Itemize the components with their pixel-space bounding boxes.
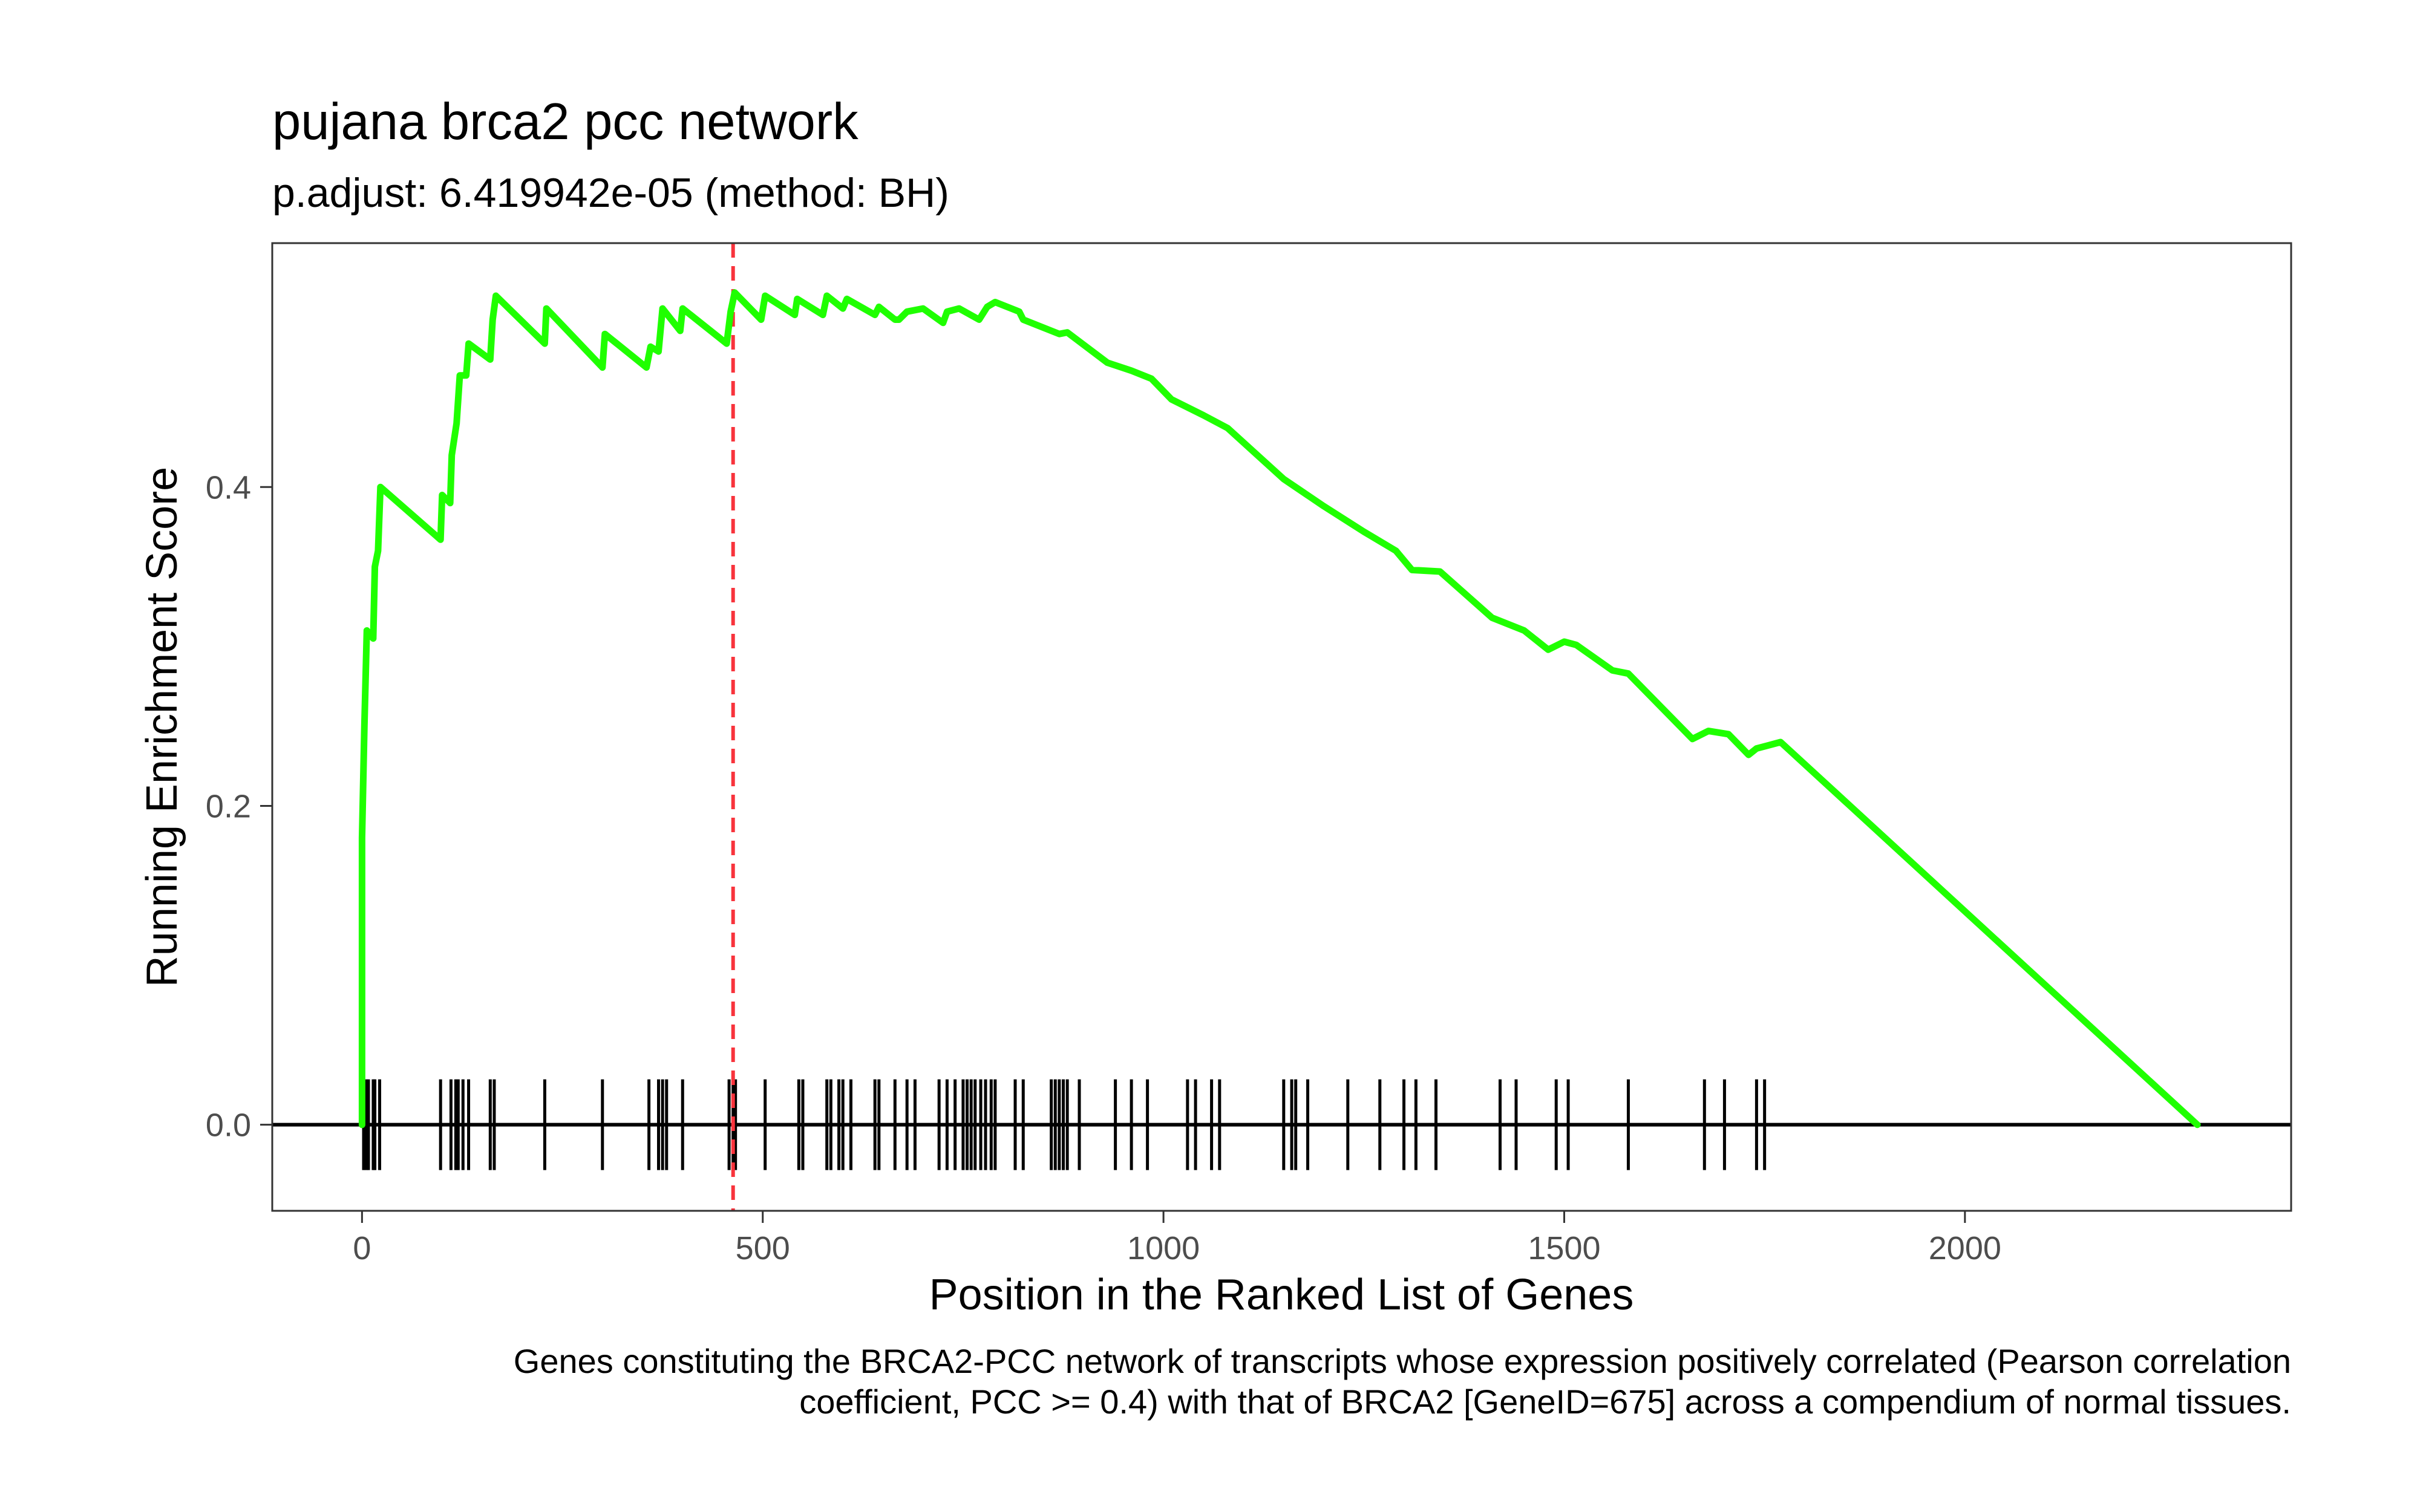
y-axis: 0.0 0.2 0.4 xyxy=(206,469,272,1144)
x-axis-tick-label: 2000 xyxy=(1929,1230,2001,1266)
x-axis-tick-label: 500 xyxy=(736,1230,790,1266)
y-axis-label: Running Enrichment Score xyxy=(138,467,186,987)
running-es-line xyxy=(358,289,2201,1129)
chart-title: pujana brca2 pcc network xyxy=(272,93,858,151)
x-axis-label: Position in the Ranked List of Genes xyxy=(929,1271,1634,1319)
y-axis-tick-label: 0.2 xyxy=(206,788,251,824)
caption-line-2: coefficient, PCC >= 0.4) with that of BR… xyxy=(799,1383,2291,1421)
x-axis-tick-label: 0 xyxy=(353,1230,371,1266)
y-axis-tick-label: 0.4 xyxy=(206,469,251,506)
y-axis-tick-label: 0.0 xyxy=(206,1107,251,1144)
chart-subtitle: p.adjust: 6.419942e-05 (method: BH) xyxy=(272,170,949,216)
x-axis-tick-label: 1500 xyxy=(1528,1230,1600,1266)
caption-line-1: Genes constituting the BRCA2-PCC network… xyxy=(514,1342,2291,1380)
plot-panel-border xyxy=(271,242,2292,1212)
plot-panel xyxy=(272,243,2291,1211)
x-axis: 0 500 1000 1500 2000 xyxy=(353,1211,2001,1266)
x-axis-tick-label: 1000 xyxy=(1127,1230,1200,1266)
